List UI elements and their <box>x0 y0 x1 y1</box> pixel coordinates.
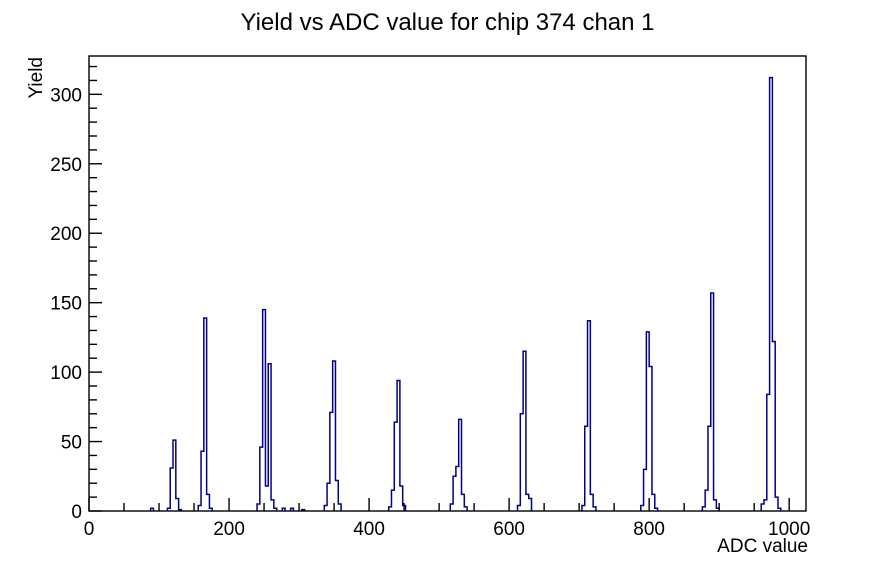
y-tick-label: 150 <box>50 294 82 315</box>
y-tick-label: 100 <box>50 363 82 384</box>
x-tick-label: 800 <box>633 519 665 540</box>
x-tick-label: 400 <box>353 519 385 540</box>
x-tick-label: 600 <box>493 519 525 540</box>
y-tick-label: 0 <box>71 502 82 523</box>
y-tick-label: 300 <box>50 85 82 106</box>
chart-title: Yield vs ADC value for chip 374 chan 1 <box>240 9 655 36</box>
x-tick-label: 200 <box>213 519 245 540</box>
histogram-line <box>149 76 782 511</box>
plot-frame <box>88 55 807 512</box>
x-axis-title: ADC value <box>717 536 808 557</box>
x-tick-label: 1000 <box>768 519 810 540</box>
y-tick-label: 250 <box>50 155 82 176</box>
y-tick-label: 50 <box>61 433 82 454</box>
y-tick-label: 200 <box>50 224 82 245</box>
x-tick-label: 0 <box>84 519 95 540</box>
